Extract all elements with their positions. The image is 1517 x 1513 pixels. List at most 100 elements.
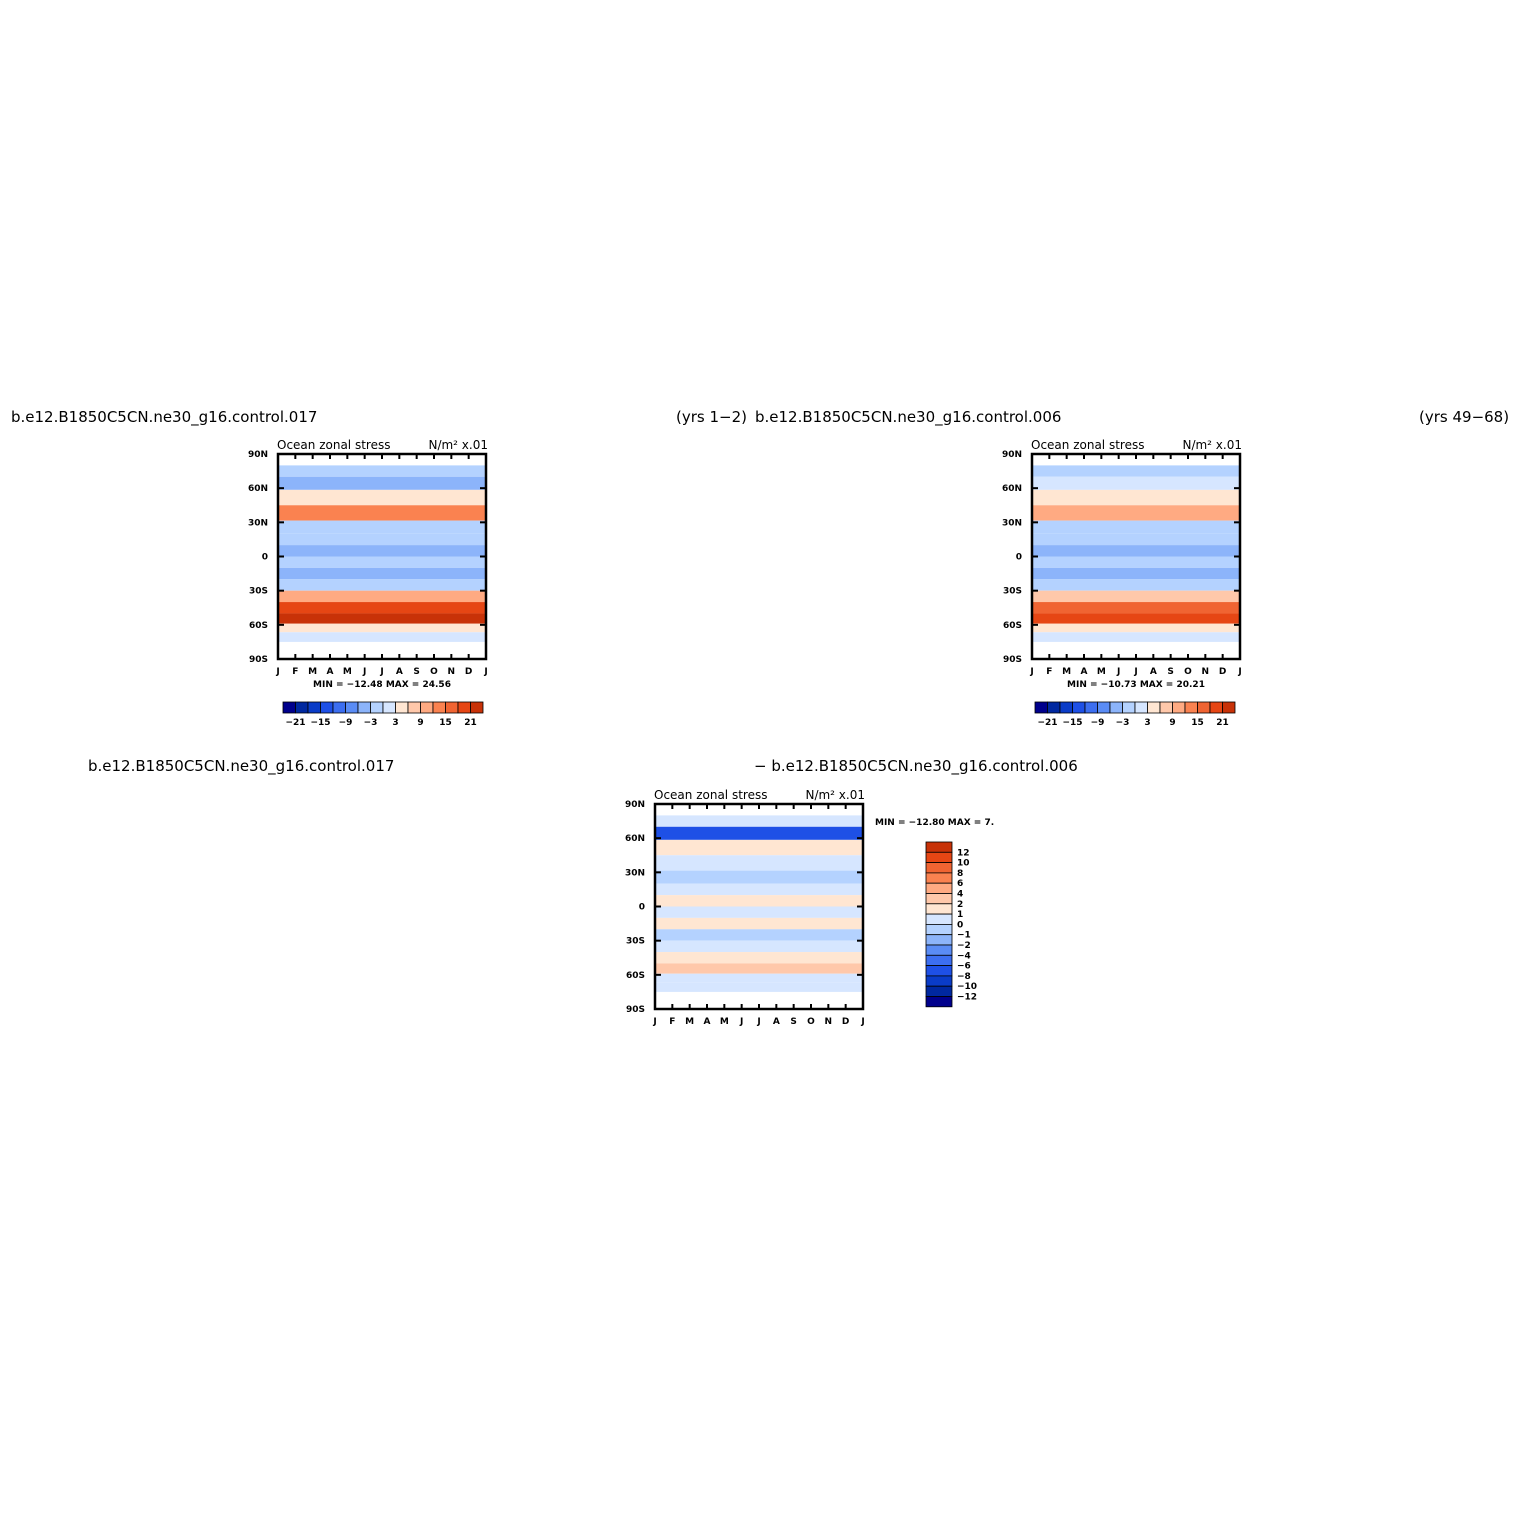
colorbar-box (925, 996, 953, 1008)
contour-band (655, 982, 863, 992)
x-tick-label: M (720, 1017, 729, 1027)
contour-band (1032, 623, 1240, 633)
x-tick-label: D (842, 1017, 849, 1027)
colorbar-box (925, 934, 953, 946)
x-tick-label: A (773, 1017, 780, 1027)
colorbar-box (1172, 701, 1186, 714)
y-tick-label: 90S (1003, 655, 1022, 665)
x-tick-label: N (825, 1017, 833, 1027)
x-tick-label: J (1029, 667, 1033, 677)
colorbar-box (370, 701, 384, 714)
x-tick-label: M (343, 667, 352, 677)
min-max-stats: MIN = −10.73 MAX = 20.21 (1067, 680, 1205, 690)
colorbar-box (925, 903, 953, 915)
contour-band (655, 883, 863, 896)
colorbar-box (1122, 701, 1136, 714)
colorbar-box (432, 701, 446, 714)
x-tick-label: J (860, 1017, 864, 1027)
colorbar-box (1084, 701, 1098, 714)
plot-title: Ocean zonal stress (654, 788, 767, 802)
colorbar-label: 8 (957, 869, 963, 879)
colorbar-box (420, 701, 434, 714)
colorbar-label: −8 (957, 972, 971, 982)
contour-band (278, 632, 486, 642)
contour-band (1032, 476, 1240, 490)
colorbar-label: 15 (439, 718, 452, 728)
colorbar-label: −3 (364, 718, 378, 728)
contour-band (655, 826, 863, 840)
x-tick-label: A (1081, 667, 1088, 677)
y-tick-label: 30S (249, 587, 268, 597)
colorbar-label: −1 (957, 931, 971, 941)
y-tick-label: 60S (626, 971, 645, 981)
x-tick-label: F (292, 667, 298, 677)
y-tick-label: 30S (1003, 587, 1022, 597)
y-tick-label: 60N (625, 834, 645, 844)
contour-band (655, 963, 863, 974)
years-top-right: (yrs 49−68) (1419, 408, 1510, 426)
colorbar-label: −6 (957, 962, 971, 972)
contour-band (1032, 489, 1240, 506)
colorbar-label: −12 (957, 993, 977, 1003)
colorbar-label: −10 (957, 982, 977, 992)
x-tick-label: D (1219, 667, 1226, 677)
y-tick-label: 60N (248, 484, 268, 494)
colorbar-box (1222, 701, 1236, 714)
contour-band (278, 556, 486, 568)
colorbar-box (445, 701, 459, 714)
x-tick-label: M (1097, 667, 1106, 677)
x-tick-label: O (430, 667, 438, 677)
y-tick-label: 90N (1002, 450, 1022, 460)
x-tick-label: J (652, 1017, 656, 1027)
x-tick-label: A (396, 667, 403, 677)
contour-band (1032, 602, 1240, 614)
x-tick-label: F (1046, 667, 1052, 677)
y-tick-label: 30S (626, 937, 645, 947)
colorbar-box (282, 701, 296, 714)
colorbar-label: −4 (957, 951, 971, 961)
colorbar-box (925, 923, 953, 936)
colorbar-label: −15 (1062, 718, 1082, 728)
case-title-top-right: b.e12.B1850C5CN.ne30_g16.control.006 (755, 408, 1062, 426)
y-tick-label: 90N (248, 450, 268, 460)
case-title-top-left: b.e12.B1850C5CN.ne30_g16.control.017 (11, 408, 318, 426)
colorbar-box (925, 841, 953, 853)
contour-band (655, 855, 863, 871)
x-tick-label: M (685, 1017, 694, 1027)
colorbar-box (925, 862, 953, 874)
colorbar-box (295, 701, 309, 714)
x-tick-label: N (1202, 667, 1210, 677)
plot-title: Ocean zonal stress (1031, 438, 1144, 452)
contour-band (1032, 567, 1240, 580)
x-tick-label: J (1237, 667, 1241, 677)
colorbar-box (1034, 701, 1048, 714)
contour-band (1032, 545, 1240, 557)
years-top-left: (yrs 1−2) (676, 408, 747, 426)
x-tick-label: J (275, 667, 279, 677)
colorbar-label: 21 (1216, 718, 1229, 728)
x-tick-label: O (807, 1017, 815, 1027)
colorbar-label: 3 (1144, 718, 1150, 728)
colorbar-box (382, 701, 396, 714)
contour-band (278, 545, 486, 557)
colorbar-box (925, 913, 953, 925)
contour-panel-top-left: Ocean zonal stress N/m² x.01 J F M A M J J A S O N D J… (238, 430, 498, 734)
contour-band (1032, 465, 1240, 477)
contour-band (1032, 613, 1240, 624)
y-tick-label: 60N (1002, 484, 1022, 494)
x-tick-label: D (465, 667, 472, 677)
y-tick-label: 30N (625, 868, 645, 878)
case-title-bottom-a: b.e12.B1850C5CN.ne30_g16.control.017 (88, 757, 395, 775)
x-tick-label: F (669, 1017, 675, 1027)
x-tick-label: S (413, 667, 419, 677)
colorbar-label: 1 (957, 910, 963, 920)
colorbar-box (925, 965, 953, 977)
x-tick-label: J (1116, 667, 1120, 677)
x-tick-label: J (739, 1017, 743, 1027)
colorbar-box (332, 701, 346, 714)
x-tick-label: S (1167, 667, 1173, 677)
contour-band (655, 940, 863, 953)
y-tick-label: 90N (625, 800, 645, 810)
x-tick-label: A (327, 667, 334, 677)
colorbar-box (925, 985, 953, 997)
